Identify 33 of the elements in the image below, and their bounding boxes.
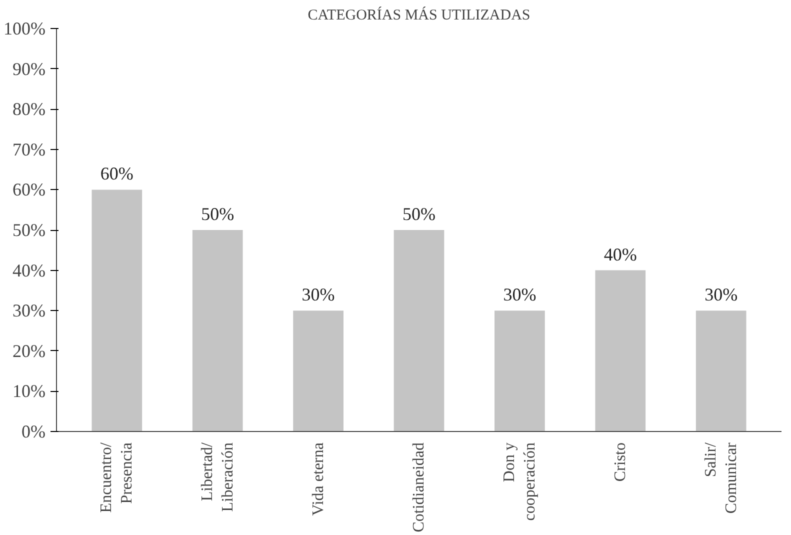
x-tick-label: Vida eterna <box>310 442 327 516</box>
bar <box>494 310 545 432</box>
y-tick-label: 80% <box>12 99 46 120</box>
y-tick-label: 90% <box>12 58 46 79</box>
data-label: 40% <box>604 244 637 264</box>
y-tick-label: 40% <box>12 260 46 280</box>
data-label: 50% <box>402 204 436 224</box>
y-tick-label: 10% <box>12 381 46 402</box>
data-label: 60% <box>100 164 134 184</box>
y-tick-label: 70% <box>12 139 46 160</box>
y-tick-label: 60% <box>12 180 46 200</box>
bar <box>394 230 444 432</box>
x-tick-label: Encuentro/ Presencia <box>98 442 136 513</box>
bar <box>595 270 646 432</box>
y-tick-label: 0% <box>22 422 46 442</box>
bar <box>92 190 142 432</box>
y-tick-label: 50% <box>12 220 46 240</box>
data-label: 50% <box>201 204 234 224</box>
x-tick-label: Cotidianeidad <box>410 442 428 532</box>
x-tick-label: Libertad/ Liberación <box>198 442 236 512</box>
x-tick-label: Salir/ Comunicar <box>702 442 740 514</box>
y-tick-label: 100% <box>4 18 46 38</box>
bar <box>696 310 746 432</box>
data-label: 30% <box>302 284 335 305</box>
x-tick-label: Don y cooperación <box>500 442 538 521</box>
bar <box>293 310 344 432</box>
y-tick-label: 30% <box>12 300 46 321</box>
x-tick-label: Cristo <box>612 442 629 482</box>
y-tick-label: 20% <box>12 340 46 361</box>
bar <box>192 230 243 432</box>
chart-title: CATEGORÍAS MÁS UTILIZADAS <box>308 6 530 24</box>
data-label: 30% <box>503 284 536 305</box>
data-label: 30% <box>704 284 738 305</box>
